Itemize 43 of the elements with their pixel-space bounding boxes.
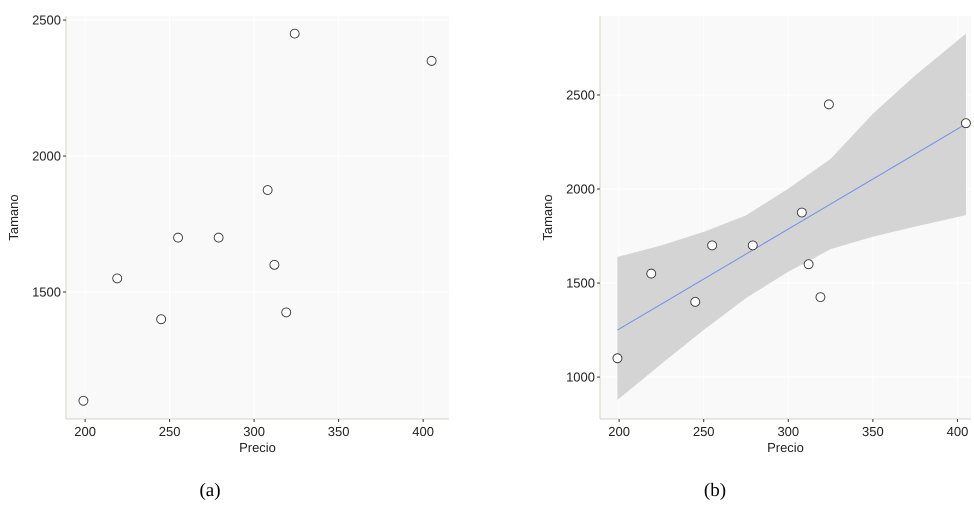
point xyxy=(156,314,166,324)
point xyxy=(269,260,280,270)
point xyxy=(646,268,656,279)
point xyxy=(214,232,224,243)
x-axis-title: Precio xyxy=(239,440,276,455)
y-tick-label: 1500 xyxy=(566,276,595,291)
x-tick-label: 400 xyxy=(412,424,434,439)
y-tick-label: 1000 xyxy=(566,370,595,385)
x-tick-label: 250 xyxy=(158,424,180,439)
point xyxy=(707,240,718,250)
y-tick-label: 1500 xyxy=(32,284,61,300)
point xyxy=(804,259,814,270)
x-tick-label: 300 xyxy=(243,424,265,439)
y-axis-title: Tamano xyxy=(540,194,555,241)
point xyxy=(960,118,971,128)
x-tick-label: 200 xyxy=(608,424,630,439)
point xyxy=(78,396,88,406)
x-tick-label: 400 xyxy=(946,424,968,439)
y-axis-title: Tamano xyxy=(6,194,21,241)
point xyxy=(690,296,700,307)
x-tick-label: 350 xyxy=(862,424,884,439)
point xyxy=(612,353,622,364)
y-tick-label: 2500 xyxy=(32,12,61,28)
y-tick-label: 2500 xyxy=(566,87,595,102)
x-tick-label: 300 xyxy=(777,424,800,439)
point xyxy=(262,185,273,195)
point xyxy=(173,232,184,243)
point xyxy=(796,208,807,218)
y-tick-label: 2000 xyxy=(566,182,595,197)
x-tick-label: 350 xyxy=(328,424,350,439)
text: (b) xyxy=(704,480,726,501)
point xyxy=(281,307,292,318)
x-tick-label: 250 xyxy=(692,424,715,439)
x-tick-label: 200 xyxy=(74,424,96,439)
point xyxy=(426,56,437,66)
point xyxy=(824,99,834,110)
text: (a) xyxy=(199,480,221,501)
point xyxy=(815,292,826,302)
point xyxy=(112,273,122,284)
point xyxy=(290,28,300,39)
x-axis-title: Precio xyxy=(767,440,804,455)
y-tick-label: 2000 xyxy=(32,148,61,164)
point xyxy=(748,240,758,250)
